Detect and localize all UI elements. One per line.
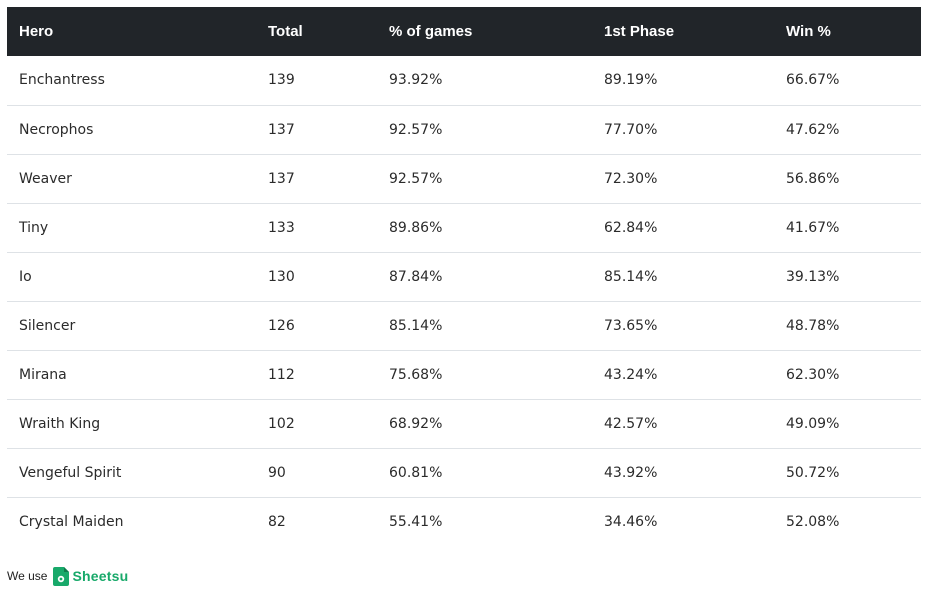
cell-first-phase: 77.70% xyxy=(592,104,774,154)
column-header-total: Total xyxy=(268,23,303,40)
table-row: Mirana 112 75.68% 43.24% 62.30% xyxy=(7,349,921,399)
cell-hero: Weaver xyxy=(7,153,256,203)
cell-first-phase: 43.24% xyxy=(592,349,774,399)
cell-total: 102 xyxy=(256,398,377,448)
cell-win-pct: 48.78% xyxy=(774,300,921,350)
cell-win-pct: 66.67% xyxy=(786,72,840,89)
cell-win-pct: 62.30% xyxy=(774,349,921,399)
cell-pct-games: 89.86% xyxy=(377,202,592,252)
cell-total: 90 xyxy=(256,447,377,497)
cell-win-pct: 52.08% xyxy=(774,496,921,546)
cell-pct-games: 92.57% xyxy=(377,104,592,154)
hero-stats-table: Hero Total % of games 1st Phase Win % En… xyxy=(7,7,921,546)
cell-pct-games: 68.92% xyxy=(377,398,592,448)
cell-total: 137 xyxy=(256,104,377,154)
cell-win-pct: 41.67% xyxy=(774,202,921,252)
table-row: Necrophos 137 92.57% 77.70% 47.62% xyxy=(7,104,921,154)
cell-hero: Crystal Maiden xyxy=(7,496,256,546)
hero-stats-table-container: Hero Total % of games 1st Phase Win % En… xyxy=(7,7,921,546)
cell-total: 126 xyxy=(256,300,377,350)
table-header: Hero Total % of games 1st Phase Win % xyxy=(7,7,921,56)
sheetsu-link[interactable]: Sheetsu xyxy=(53,566,129,586)
cell-first-phase: 43.92% xyxy=(592,447,774,497)
column-header-hero: Hero xyxy=(19,23,54,40)
table-row: Crystal Maiden 82 55.41% 34.46% 52.08% xyxy=(7,496,921,546)
cell-hero: Necrophos xyxy=(7,104,256,154)
table-row: Weaver 137 92.57% 72.30% 56.86% xyxy=(7,153,921,203)
cell-hero: Mirana xyxy=(7,349,256,399)
table-row: Io 130 87.84% 85.14% 39.13% xyxy=(7,251,921,301)
cell-pct-games: 87.84% xyxy=(377,251,592,301)
cell-total: 137 xyxy=(256,153,377,203)
table-row: Tiny 133 89.86% 62.84% 41.67% xyxy=(7,202,921,252)
footer-prefix-text: We use xyxy=(7,569,48,583)
cell-pct-games: 60.81% xyxy=(377,447,592,497)
cell-hero: Io xyxy=(7,251,256,301)
cell-pct-games: 75.68% xyxy=(377,349,592,399)
cell-pct-games: 92.57% xyxy=(377,153,592,203)
table-row: Wraith King 102 68.92% 42.57% 49.09% xyxy=(7,398,921,448)
cell-first-phase: 34.46% xyxy=(592,496,774,546)
cell-pct-games: 93.92% xyxy=(389,72,443,89)
cell-hero: Wraith King xyxy=(7,398,256,448)
cell-pct-games: 85.14% xyxy=(377,300,592,350)
cell-first-phase: 85.14% xyxy=(592,251,774,301)
cell-total: 133 xyxy=(256,202,377,252)
column-header-win-pct: Win % xyxy=(786,23,831,40)
cell-first-phase: 72.30% xyxy=(592,153,774,203)
cell-hero: Tiny xyxy=(7,202,256,252)
cell-hero: Silencer xyxy=(7,300,256,350)
table-row: Vengeful Spirit 90 60.81% 43.92% 50.72% xyxy=(7,447,921,497)
cell-win-pct: 56.86% xyxy=(774,153,921,203)
cell-first-phase: 73.65% xyxy=(592,300,774,350)
header-row: Hero Total % of games 1st Phase Win % xyxy=(7,7,921,56)
cell-first-phase: 89.19% xyxy=(604,72,658,89)
column-header-pct-games: % of games xyxy=(389,23,473,40)
cell-win-pct: 39.13% xyxy=(774,251,921,301)
cell-hero: Enchantress xyxy=(19,72,105,89)
cell-total: 82 xyxy=(256,496,377,546)
column-header-first-phase: 1st Phase xyxy=(604,23,675,40)
table-body: Enchantress 139 93.92% 89.19% 66.67% Necropho… xyxy=(7,56,921,546)
cell-total: 139 xyxy=(268,72,295,89)
table-row: Silencer 126 85.14% 73.65% 48.78% xyxy=(7,300,921,350)
sheetsu-logo-icon xyxy=(53,566,70,586)
cell-first-phase: 42.57% xyxy=(592,398,774,448)
sheetsu-brand-name: Sheetsu xyxy=(72,568,129,584)
footer: We use Sheetsu xyxy=(7,565,128,587)
cell-win-pct: 50.72% xyxy=(774,447,921,497)
table-row: Enchantress 139 93.92% 89.19% 66.67% xyxy=(7,56,921,105)
cell-hero: Vengeful Spirit xyxy=(7,447,256,497)
cell-pct-games: 55.41% xyxy=(377,496,592,546)
cell-first-phase: 62.84% xyxy=(592,202,774,252)
cell-win-pct: 49.09% xyxy=(774,398,921,448)
cell-total: 112 xyxy=(256,349,377,399)
cell-total: 130 xyxy=(256,251,377,301)
cell-win-pct: 47.62% xyxy=(774,104,921,154)
